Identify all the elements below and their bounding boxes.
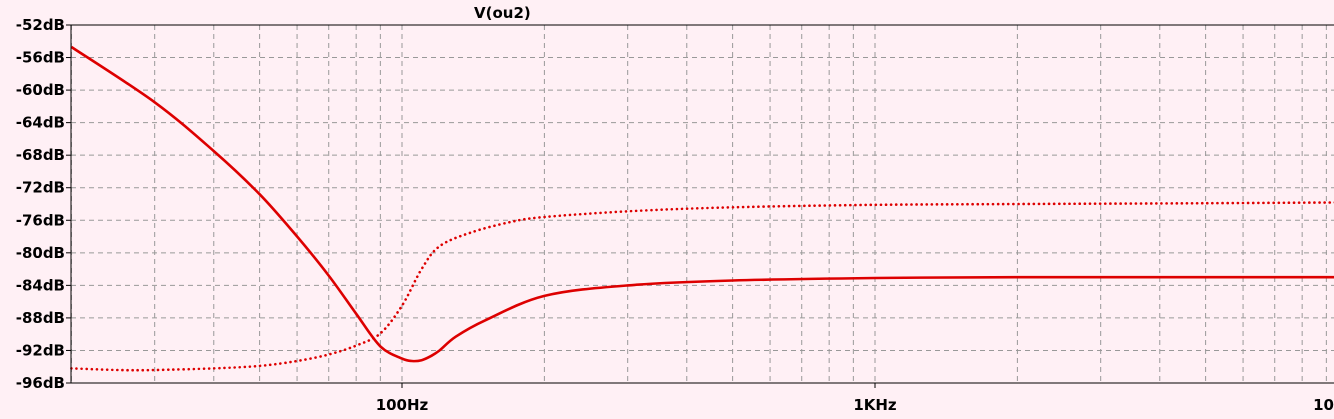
y-tick-label: -96dB [16, 374, 65, 392]
y-tick-label: -52dB [16, 16, 65, 34]
y-tick-label: -68dB [16, 146, 65, 164]
plot-area[interactable] [71, 25, 1334, 383]
y-tick-label: -88dB [16, 309, 65, 327]
chart-title: V(ou2) [474, 4, 531, 22]
y-tick-label: -72dB [16, 179, 65, 197]
y-axis-ticks: -52dB -56dB -60dB -64dB -68dB -72dB -76dB -80dB… [16, 16, 71, 392]
x-tick-label: 10 [1313, 396, 1334, 414]
trace-phase-dotted [70, 201, 1334, 372]
grid [70, 24, 1334, 384]
x-axis-ticks: 100Hz 1KHz 10 [376, 383, 1334, 414]
y-tick-label: -60dB [16, 81, 65, 99]
x-tick-label: 1KHz [853, 396, 897, 414]
x-tick-label: 100Hz [376, 396, 429, 414]
traces [70, 45, 1334, 372]
y-tick-label: -56dB [16, 49, 65, 67]
trace-magnitude-solid [70, 45, 1334, 363]
y-tick-label: -64dB [16, 114, 65, 132]
y-tick-label: -76dB [16, 211, 65, 229]
y-tick-label: -80dB [16, 244, 65, 262]
y-tick-label: -84dB [16, 276, 65, 294]
y-tick-label: -92dB [16, 341, 65, 359]
